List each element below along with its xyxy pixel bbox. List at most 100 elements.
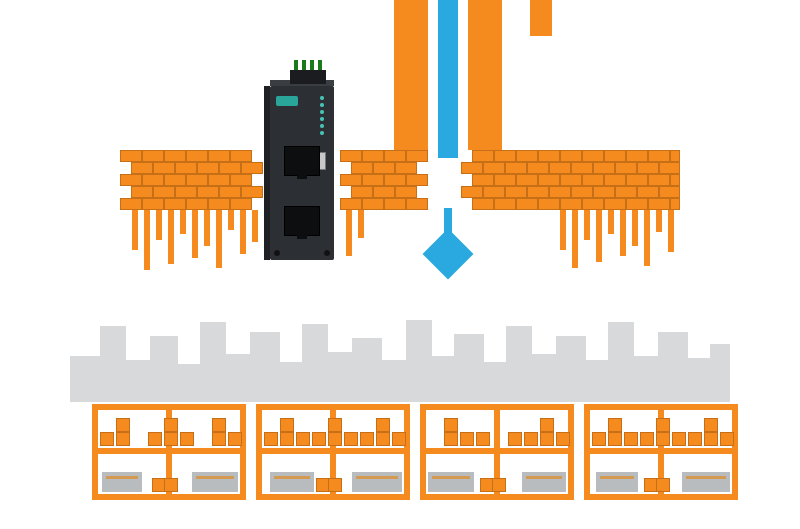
grey-crate	[682, 472, 730, 492]
carton-box	[328, 478, 342, 492]
carton-box	[392, 432, 406, 446]
wall-drip	[204, 210, 210, 246]
carton-box	[180, 432, 194, 446]
silhouette-building	[178, 364, 200, 402]
carton-box	[376, 432, 390, 446]
carton-box	[540, 418, 554, 432]
device-rj45-port	[284, 146, 320, 176]
silhouette-building	[556, 336, 586, 402]
silhouette-building	[226, 354, 250, 402]
grey-crate	[192, 472, 238, 492]
carton-box	[492, 478, 506, 492]
industrial-switch-device	[270, 86, 334, 260]
silhouette-building	[586, 360, 608, 402]
silhouette-building	[532, 354, 556, 402]
carton-box	[116, 432, 130, 446]
carton-box	[360, 432, 374, 446]
silhouette-building	[200, 322, 226, 402]
carton-box	[656, 432, 670, 446]
device-rj45-port	[284, 206, 320, 236]
carton-box	[148, 432, 162, 446]
orange-upright	[394, 0, 428, 150]
carton-box	[280, 432, 294, 446]
carton-box	[556, 432, 570, 446]
wall-drip	[608, 210, 614, 234]
silhouette-building	[608, 322, 634, 402]
carton-box	[212, 418, 226, 432]
wall-drip	[132, 210, 138, 250]
wall-drip	[346, 210, 352, 256]
wall-drip	[144, 210, 150, 270]
grey-crate	[102, 472, 142, 492]
carton-box	[672, 432, 686, 446]
silhouette-building	[658, 332, 688, 402]
shelving-rack	[584, 404, 738, 500]
grey-crate	[522, 472, 566, 492]
wall-drip	[644, 210, 650, 266]
silhouette-building	[302, 324, 328, 402]
wall-drip	[668, 210, 674, 252]
wall-drip	[584, 210, 590, 240]
wall-drip	[168, 210, 174, 264]
wall-drip	[596, 210, 602, 262]
grey-crate	[352, 472, 402, 492]
carton-box	[704, 432, 718, 446]
blue-data-stream	[438, 0, 458, 158]
carton-box	[328, 432, 342, 446]
carton-box	[720, 432, 734, 446]
carton-box	[228, 432, 242, 446]
device-led-stack	[320, 96, 324, 138]
silhouette-building	[382, 360, 406, 402]
carton-box	[476, 432, 490, 446]
silhouette-building	[280, 362, 302, 402]
carton-box	[608, 432, 622, 446]
carton-box	[592, 432, 606, 446]
carton-box	[444, 418, 458, 432]
carton-box	[508, 432, 522, 446]
silhouette-building	[406, 320, 432, 402]
carton-box	[328, 418, 342, 432]
firewall-wall	[120, 150, 680, 210]
carton-box	[608, 418, 622, 432]
blue-lozenge-icon	[423, 229, 474, 280]
wall-drip	[656, 210, 662, 232]
silhouette-building	[250, 332, 280, 402]
grey-crate	[596, 472, 638, 492]
carton-box	[460, 432, 474, 446]
carton-box	[164, 478, 178, 492]
carton-box	[164, 418, 178, 432]
warehouse-silhouette	[70, 316, 730, 402]
silhouette-building	[100, 326, 126, 402]
carton-box	[296, 432, 310, 446]
carton-box	[444, 432, 458, 446]
silhouette-building	[710, 344, 730, 402]
grey-crate	[428, 472, 474, 492]
carton-box	[212, 432, 226, 446]
carton-box	[164, 432, 178, 446]
silhouette-building	[352, 338, 382, 402]
wall-drip	[216, 210, 222, 268]
carton-box	[624, 432, 638, 446]
carton-box	[100, 432, 114, 446]
silhouette-building	[432, 356, 454, 402]
carton-box	[264, 432, 278, 446]
shelving-rack	[256, 404, 410, 500]
carton-box	[116, 418, 130, 432]
wall-drip	[252, 210, 258, 242]
silhouette-building	[150, 336, 178, 402]
carton-box	[540, 432, 554, 446]
carton-box	[704, 418, 718, 432]
shelving-rack	[92, 404, 246, 500]
silhouette-building	[454, 334, 484, 402]
wall-drip	[358, 210, 364, 238]
carton-box	[344, 432, 358, 446]
wall-drip	[572, 210, 578, 268]
silhouette-building	[484, 362, 506, 402]
orange-upright	[468, 0, 502, 150]
wall-drip	[240, 210, 246, 254]
wall-drip	[228, 210, 234, 230]
wall-drip	[620, 210, 626, 256]
carton-box	[656, 478, 670, 492]
silhouette-building	[328, 352, 352, 402]
silhouette-building	[688, 358, 710, 402]
